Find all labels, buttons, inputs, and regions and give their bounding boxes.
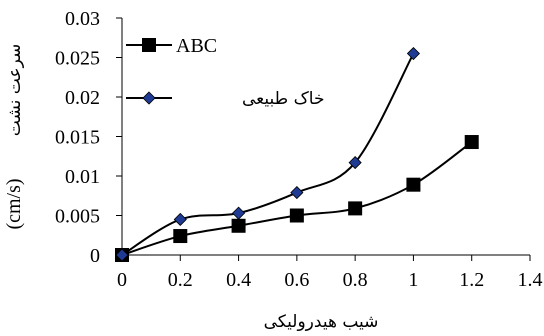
series-1 [115,46,420,262]
data-point [464,135,479,150]
legend-item-abc: ABC [126,35,217,57]
y-tick-label: 0.02 [65,87,100,109]
legend-marker-abc [142,38,156,52]
y-tick-label: 0.025 [55,48,100,70]
y-tick-label: 0 [90,245,100,267]
data-point [231,218,246,233]
x-ticks: 0 0.2 0.4 0.6 0.8 1 1.2 1.4 [117,255,543,291]
y-tick-label: 0.03 [65,8,100,30]
y-axis-title: سرعت نشت (cm/s) [3,44,25,230]
x-tick-label: 0.2 [168,269,193,291]
data-point [406,46,420,61]
y-axis-title-unit: (cm/s) [3,178,25,229]
y-tick-label: 0.015 [55,127,100,149]
y-ticks: 0 0.005 0.01 0.015 0.02 0.025 0.03 [55,8,122,267]
series-layer [115,46,479,262]
x-tick-label: 1.4 [518,269,543,291]
x-tick-label: 0 [117,269,127,291]
data-point [173,212,187,227]
y-axis-title-fa: سرعت نشت [5,44,25,136]
legend-item-natural-soil: خاک طبیعی [126,89,324,109]
y-tick-label: 0.005 [55,206,100,228]
x-tick-label: 0.6 [284,269,309,291]
x-tick-label: 0.4 [226,269,251,291]
data-point [115,248,129,262]
data-point [173,229,188,244]
legend: ABC خاک طبیعی [126,35,324,109]
x-tick-label: 1 [408,269,418,291]
data-point [232,206,246,220]
y-tick-label: 0.01 [65,166,100,188]
legend-label-abc: ABC [176,35,217,57]
x-tick-label: 1.2 [459,269,484,291]
series-line [121,53,415,256]
data-point [290,186,304,200]
x-tick-label: 0.8 [343,269,368,291]
data-point [406,177,421,192]
x-axis-title: شیب هیدرولیکی [264,312,379,332]
legend-marker-natural-soil [142,91,156,105]
data-point [289,208,304,223]
data-point [348,201,363,216]
legend-label-natural-soil: خاک طبیعی [242,89,324,109]
data-point [348,156,362,170]
